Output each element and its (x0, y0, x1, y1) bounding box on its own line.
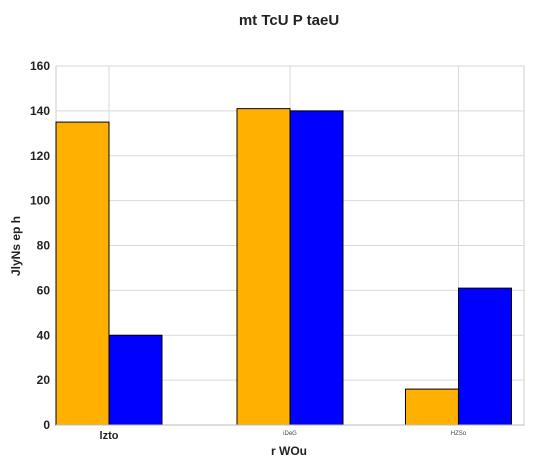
y-tick-label: 20 (37, 373, 51, 387)
bar-series-1-HZSo (404, 388, 459, 426)
bar-series-2-iDeG (289, 110, 344, 426)
y-tick-label: 80 (37, 239, 51, 253)
x-tick-label: lzto (100, 430, 119, 442)
bar-series-2-lzto (108, 334, 163, 426)
axes: 0 20 40 60 80 100 120 140 160 lzto iDeG HZSo (30, 59, 524, 442)
y-tick-label: 100 (30, 194, 50, 208)
bars (55, 108, 512, 426)
y-tick-label: 140 (30, 104, 50, 118)
x-tick-label: HZSo (451, 431, 467, 437)
x-axis-label: r WOu (271, 444, 307, 458)
y-axis-label: JlyNs ep h (9, 216, 23, 276)
x-tick-label: iDeG (283, 431, 297, 437)
y-tick-label: 120 (30, 149, 50, 163)
y-tick-label: 60 (37, 283, 51, 297)
bar-series-1-iDeG (236, 108, 291, 426)
chart-title: mt TcU P taeU (239, 12, 339, 29)
y-tick-label: 160 (30, 59, 50, 73)
bar-series-2-HZSo (457, 287, 512, 426)
y-tick-label: 0 (43, 418, 50, 432)
bar-series-1-lzto (55, 121, 110, 426)
y-tick-label: 40 (37, 328, 51, 342)
